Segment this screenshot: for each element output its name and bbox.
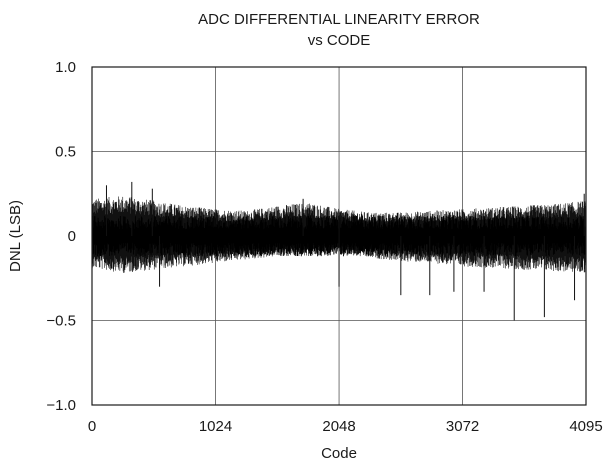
- x-tick-label: 4095: [569, 418, 602, 435]
- x-axis-label: Code: [321, 445, 357, 462]
- y-tick-label: −0.5: [46, 313, 76, 330]
- x-tick-label: 3072: [446, 418, 479, 435]
- y-tick-label: 0.5: [55, 144, 76, 161]
- y-axis-label: DNL (LSB): [7, 200, 24, 272]
- x-axis: 0 1024 2048 3072 4095: [88, 418, 603, 435]
- x-tick-label: 1024: [199, 418, 232, 435]
- x-tick-label: 2048: [322, 418, 355, 435]
- plot-frame: [91, 66, 587, 406]
- y-axis: 1.0 0.5 0 −0.5 −1.0: [46, 59, 76, 414]
- y-tick-label: 1.0: [55, 59, 76, 76]
- dnl-series: [91, 181, 587, 321]
- y-tick-label: 0: [68, 228, 76, 245]
- y-tick-label: −1.0: [46, 397, 76, 414]
- chart-title: ADC DIFFERENTIAL LINEARITY ERROR: [198, 11, 480, 28]
- chart-subtitle: vs CODE: [308, 32, 371, 49]
- x-tick-label: 0: [88, 418, 96, 435]
